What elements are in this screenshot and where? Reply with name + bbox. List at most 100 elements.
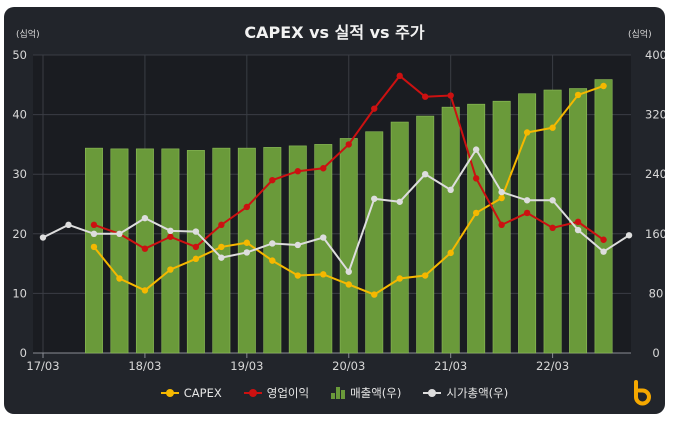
series-point xyxy=(294,168,301,175)
series-point xyxy=(320,271,327,278)
legend-capex-swatch xyxy=(160,388,179,398)
chart-title: CAPEX vs 실적 vs 주가 xyxy=(244,23,425,42)
series-point xyxy=(167,266,174,273)
series-point xyxy=(396,72,403,80)
series-point xyxy=(422,171,429,178)
chart-plot: 0 10 20 30 40 50 0 80 160 240 320 400 17/03 18/03 19/0… xyxy=(12,48,665,373)
legend-item-sales[interactable]: 매출액(우) xyxy=(331,385,401,401)
sales-bar xyxy=(390,121,409,354)
x-tick-label: 22/03 xyxy=(536,359,569,373)
series-point xyxy=(625,232,633,239)
series-point xyxy=(549,124,556,131)
sales-bar xyxy=(186,150,205,354)
brand-logo-icon xyxy=(634,380,651,406)
series-point xyxy=(65,221,72,229)
series-point xyxy=(498,194,505,202)
legend-item-market-cap[interactable]: 시가총액(우) xyxy=(423,385,508,401)
series-point xyxy=(192,228,200,235)
chart-legend: CAPEX 영업이익 매출액(우) 시가총액(우) xyxy=(4,385,665,401)
series-point xyxy=(422,272,429,279)
series-point xyxy=(243,249,251,256)
series-point xyxy=(192,255,200,263)
series-point xyxy=(90,230,98,237)
series-point xyxy=(116,275,123,282)
series-point xyxy=(371,195,378,202)
series-point xyxy=(600,248,607,255)
series-point xyxy=(574,218,582,226)
series-point xyxy=(498,221,505,229)
series-point xyxy=(523,197,531,204)
series-point xyxy=(243,203,251,211)
sales-bar xyxy=(467,103,486,354)
series-point xyxy=(167,233,174,240)
y-right-tick-label: 320 xyxy=(645,108,665,122)
series-point xyxy=(422,93,429,100)
sales-bar xyxy=(288,145,307,354)
legend-item-capex[interactable]: CAPEX xyxy=(160,385,222,401)
sales-bar xyxy=(84,147,103,354)
y-left-tick-label: 50 xyxy=(12,48,27,62)
series-point xyxy=(320,234,327,241)
legend-market-cap-swatch xyxy=(423,388,442,398)
series-point xyxy=(498,188,505,196)
bar-chart-icon xyxy=(331,387,346,399)
series-point xyxy=(294,241,301,249)
series-point xyxy=(574,91,582,99)
series-point xyxy=(320,165,327,172)
series-point xyxy=(345,141,352,148)
legend-market-cap-label: 시가총액(우) xyxy=(446,386,509,400)
series-point xyxy=(167,227,174,235)
sales-bar xyxy=(365,131,384,354)
series-point xyxy=(192,243,200,251)
y-right-tick-label: 400 xyxy=(645,48,665,62)
x-tick-label: 17/03 xyxy=(26,359,59,373)
series-point xyxy=(116,230,123,237)
y-right-tick-label: 160 xyxy=(645,227,665,241)
x-tick-label: 19/03 xyxy=(230,359,263,373)
series-point xyxy=(472,175,480,182)
legend-sales-label: 매출액(우) xyxy=(350,386,402,400)
series-point xyxy=(371,105,378,112)
series-point xyxy=(39,234,47,241)
series-point xyxy=(90,221,98,229)
series-point xyxy=(574,226,582,234)
y-left-tick-label: 40 xyxy=(12,108,27,122)
series-point xyxy=(472,146,480,153)
series-point xyxy=(447,92,454,99)
sales-bar xyxy=(263,147,282,354)
y-right-tick-label: 80 xyxy=(649,286,664,300)
series-point xyxy=(472,209,480,217)
sales-bar xyxy=(518,93,537,354)
series-point xyxy=(345,268,352,275)
series-point xyxy=(269,257,276,264)
series-point xyxy=(218,243,225,251)
sales-bar xyxy=(110,148,129,354)
legend-capex-label: CAPEX xyxy=(183,386,222,400)
series-point xyxy=(549,224,556,232)
series-point xyxy=(447,186,454,194)
x-tick-label: 18/03 xyxy=(128,359,161,373)
y-right-tick-label: 240 xyxy=(645,167,665,181)
legend-item-op-income[interactable]: 영업이익 xyxy=(243,385,309,401)
series-point xyxy=(141,287,149,294)
series-point xyxy=(600,236,607,243)
series-line xyxy=(42,147,630,274)
series-point xyxy=(218,254,225,261)
sales-bar xyxy=(161,148,180,354)
series-point xyxy=(523,209,531,217)
y-right-tick-label: 0 xyxy=(652,346,659,360)
series-point xyxy=(141,214,149,222)
sales-bar xyxy=(543,89,562,354)
series-point xyxy=(523,129,531,136)
series-point xyxy=(447,249,454,257)
series-point xyxy=(141,245,149,252)
sales-bar xyxy=(314,144,333,354)
series-point xyxy=(371,291,378,298)
y-left-tick-label: 20 xyxy=(12,227,27,241)
series-point xyxy=(396,198,403,205)
series-point xyxy=(218,221,225,229)
series-point xyxy=(269,176,276,184)
series-point xyxy=(396,275,403,282)
sales-bar xyxy=(339,138,358,354)
y-left-tick-label: 0 xyxy=(20,346,27,360)
